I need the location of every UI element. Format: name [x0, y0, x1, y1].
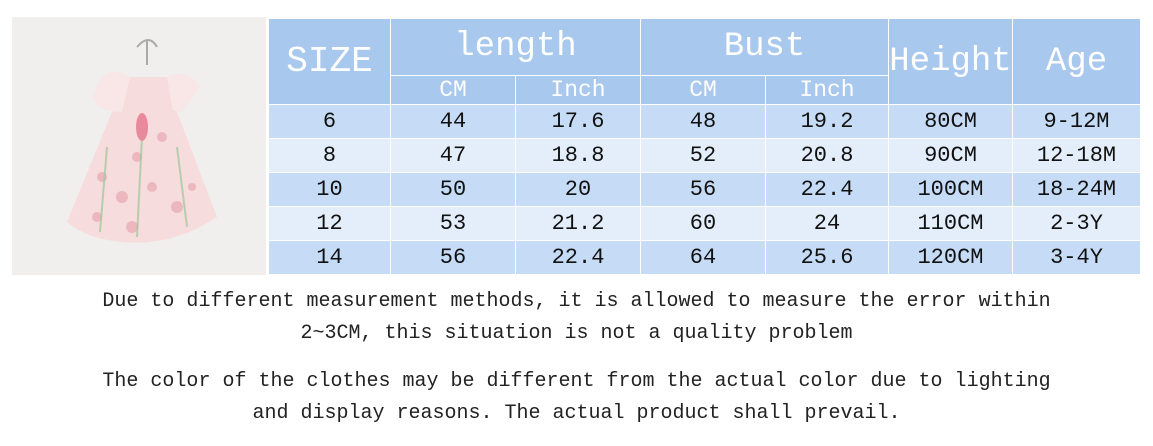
- subheader-cell: CM: [390, 75, 516, 105]
- size-table: SIZE length Bust Height Age CM Inch CM Inch…: [268, 18, 1141, 275]
- header-cell: Height: [888, 18, 1013, 105]
- subheader-cell: Inch: [765, 75, 889, 105]
- table-cell: 18.8: [515, 138, 641, 173]
- table-row: 12 53 21.2 60 24 110CM 2-3Y: [268, 206, 1141, 241]
- table-cell: 20.8: [765, 138, 889, 173]
- table-cell: 90CM: [888, 138, 1013, 173]
- table-row: 10 50 20 56 22.4 100CM 18-24M: [268, 172, 1141, 207]
- table-cell: 6: [268, 104, 391, 139]
- table-cell: 48: [640, 104, 766, 139]
- table-cell: 64: [640, 240, 766, 275]
- table-cell: 47: [390, 138, 516, 173]
- table-cell: 110CM: [888, 206, 1013, 241]
- table-cell: 12-18M: [1012, 138, 1141, 173]
- table-cell: 8: [268, 138, 391, 173]
- subheader-cell: CM: [640, 75, 766, 105]
- table-cell: 14: [268, 240, 391, 275]
- note: Due to different measurement methods, it…: [0, 286, 1153, 350]
- table-cell: 56: [640, 172, 766, 207]
- table-cell: 9-12M: [1012, 104, 1141, 139]
- notes: Due to different measurement methods, it…: [0, 286, 1153, 446]
- header-cell: length: [390, 18, 641, 76]
- table-cell: 21.2: [515, 206, 641, 241]
- table-cell: 17.6: [515, 104, 641, 139]
- table-row: 8 47 18.8 52 20.8 90CM 12-18M: [268, 138, 1141, 173]
- table-cell: 20: [515, 172, 641, 207]
- table-cell: 19.2: [765, 104, 889, 139]
- note-line: 2~3CM, this situation is not a quality p…: [300, 322, 853, 345]
- table-cell: 80CM: [888, 104, 1013, 139]
- table-cell: 44: [390, 104, 516, 139]
- table-cell: 53: [390, 206, 516, 241]
- subheader-cell: Inch: [515, 75, 641, 105]
- header-cell: Age: [1012, 18, 1141, 105]
- table-cell: 56: [390, 240, 516, 275]
- table-cell: 2-3Y: [1012, 206, 1141, 241]
- table-cell: 100CM: [888, 172, 1013, 207]
- table-cell: 18-24M: [1012, 172, 1141, 207]
- table-cell: 25.6: [765, 240, 889, 275]
- table-cell: 10: [268, 172, 391, 207]
- table-cell: 3-4Y: [1012, 240, 1141, 275]
- header-cell: Bust: [640, 18, 889, 76]
- table-cell: 60: [640, 206, 766, 241]
- table-cell: 22.4: [515, 240, 641, 275]
- note-line: Due to different measurement methods, it…: [102, 290, 1051, 313]
- table-row: 14 56 22.4 64 25.6 120CM 3-4Y: [268, 240, 1141, 275]
- product-photo: [12, 17, 266, 275]
- table-cell: 120CM: [888, 240, 1013, 275]
- header-cell: SIZE: [268, 18, 391, 105]
- note: The color of the clothes may be differen…: [0, 366, 1153, 430]
- note-line: The color of the clothes may be differen…: [102, 370, 1051, 393]
- table-cell: 24: [765, 206, 889, 241]
- table-cell: 50: [390, 172, 516, 207]
- note-line: and display reasons. The actual product …: [252, 402, 901, 425]
- table-row: 6 44 17.6 48 19.2 80CM 9-12M: [268, 104, 1141, 139]
- table-cell: 52: [640, 138, 766, 173]
- table-cell: 12: [268, 206, 391, 241]
- table-cell: 22.4: [765, 172, 889, 207]
